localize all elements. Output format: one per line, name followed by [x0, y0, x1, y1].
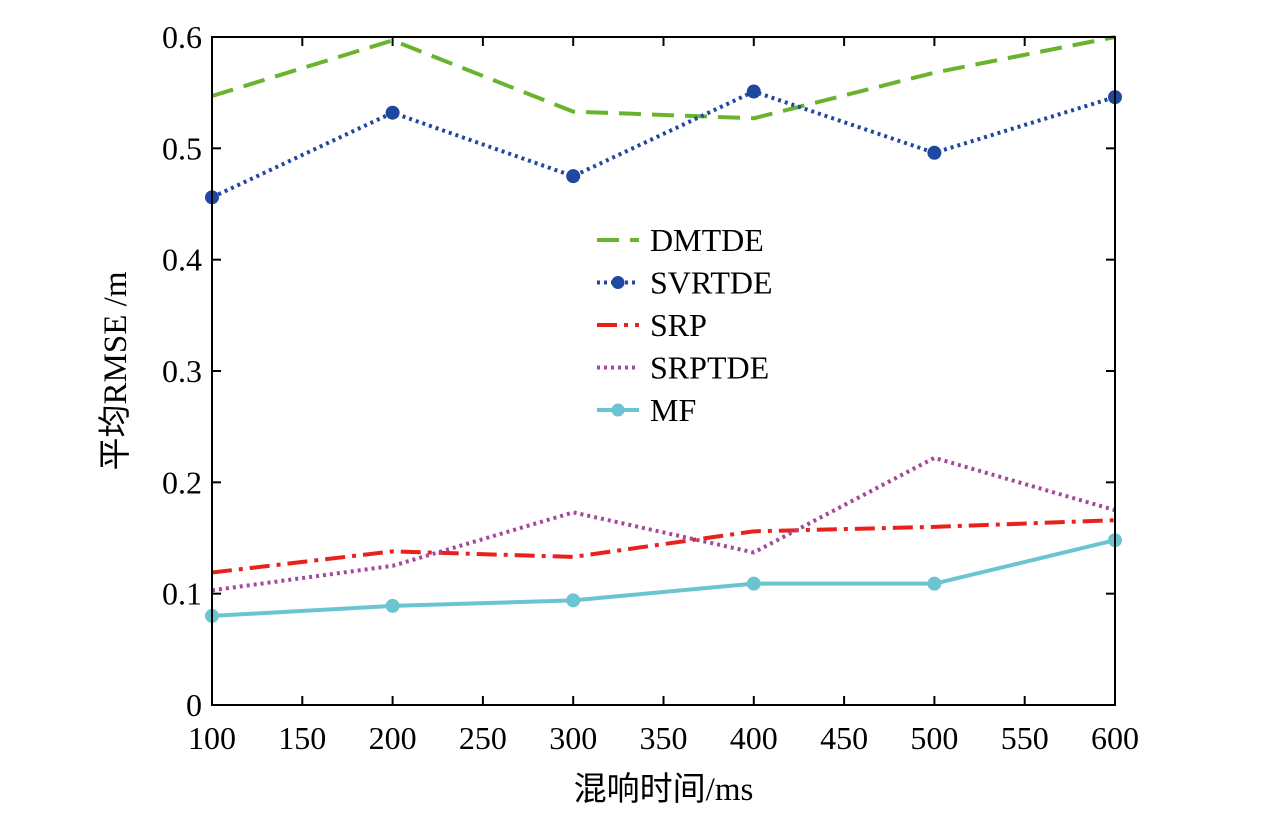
y-tick-label: 0.6 [162, 19, 202, 55]
x-tick-label: 550 [1001, 720, 1049, 756]
y-tick-label: 0.5 [162, 130, 202, 166]
y-tick-label: 0.3 [162, 353, 202, 389]
series-line [211, 455, 1116, 593]
x-tick-label: 350 [640, 720, 688, 756]
x-axis-title: 混响时间/ms [574, 771, 754, 808]
legend-marker [611, 276, 625, 289]
series-line [211, 35, 1116, 121]
x-tick-label: 300 [549, 720, 597, 756]
x-tick-label: 100 [188, 720, 236, 756]
series-srp [211, 518, 1116, 575]
ticks-layer: 100 150 200 250 300 350 400 450 500 550 600 0 0.1 0.2… [162, 19, 1139, 756]
legend-marker [611, 403, 625, 417]
y-tick-label: 0.4 [162, 242, 202, 278]
data-point [566, 169, 581, 184]
data-point [927, 145, 942, 160]
x-tick-label: 150 [278, 720, 326, 756]
x-tick-label: 200 [369, 720, 417, 756]
y-tick-label: 0 [186, 687, 202, 723]
legend-label: MF [650, 392, 696, 428]
legend-label: SVRTDE [650, 265, 773, 301]
legend-item: SRP [597, 307, 707, 343]
data-point [746, 576, 761, 591]
series-mf [205, 533, 1122, 623]
data-point [746, 84, 761, 99]
data-point [566, 593, 581, 608]
legend-item: SRPTDE [597, 350, 769, 386]
series-dmtde [211, 35, 1116, 121]
legend-label: DMTDE [650, 222, 764, 258]
series-srptde [211, 455, 1116, 593]
data-point [927, 576, 942, 591]
series-line [211, 89, 1116, 200]
y-tick-label: 0.2 [162, 464, 202, 500]
x-tick-label: 500 [910, 720, 958, 756]
legend-item: DMTDE [597, 222, 764, 258]
y-tick-label: 0.1 [162, 576, 202, 612]
y-axis-title: 平均RMSE /m [97, 271, 134, 470]
legend-item: MF [597, 392, 696, 428]
series-line [211, 518, 1116, 575]
x-tick-label: 400 [730, 720, 778, 756]
series-line [211, 538, 1116, 618]
data-point [385, 598, 400, 613]
series-svrtde [205, 84, 1122, 205]
x-tick-label: 600 [1091, 720, 1139, 756]
x-tick-label: 250 [459, 720, 507, 756]
series-layer [205, 35, 1122, 623]
x-tick-label: 450 [820, 720, 868, 756]
legend-label: SRP [650, 307, 707, 343]
data-point [385, 105, 400, 120]
legend-label: SRPTDE [650, 350, 769, 386]
legend-item: SVRTDE [597, 265, 773, 301]
legend: DMTDE SVRTDE SRP SRPTDE MF [597, 222, 773, 428]
